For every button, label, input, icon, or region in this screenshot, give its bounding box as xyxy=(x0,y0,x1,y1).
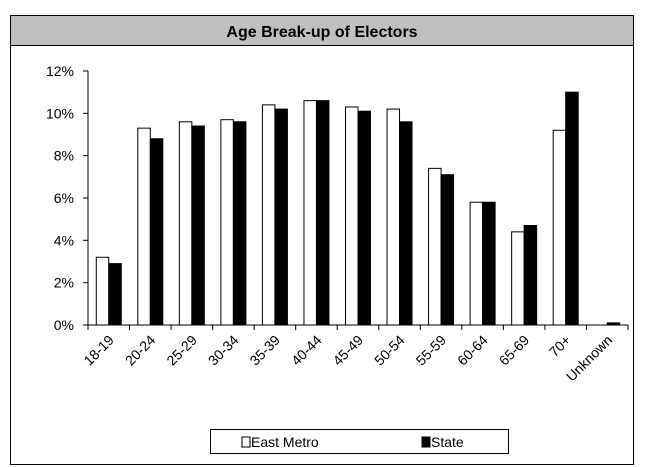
title-bar xyxy=(10,15,634,46)
bar-east-metro xyxy=(303,100,317,326)
chart-title: Age Break-up of Electors xyxy=(226,24,417,41)
bar-state xyxy=(565,91,579,326)
bar-east-metro xyxy=(95,256,110,326)
y-tick-label: 6% xyxy=(54,190,74,206)
legend: East Metro State xyxy=(210,429,509,454)
bar-state xyxy=(149,138,164,326)
bar-east-metro xyxy=(345,106,359,326)
bar-east-metro xyxy=(428,167,442,326)
bar-state xyxy=(440,174,455,326)
bar-east-metro xyxy=(552,129,567,326)
bar-state xyxy=(523,225,538,326)
bar-state xyxy=(191,125,205,326)
legend-label-east-metro: East Metro xyxy=(251,434,319,450)
legend-swatch-state xyxy=(421,436,431,448)
legend-swatch-east-metro xyxy=(241,436,251,448)
bar-east-metro xyxy=(178,121,193,326)
chart-frame: Age Break-up of Electors 0% 2% 4% 6% 8% 10% 12… xyxy=(10,15,634,465)
bar-state xyxy=(315,100,330,326)
bar-east-metro xyxy=(386,108,401,326)
y-tick-label: 12% xyxy=(46,63,74,79)
bar-state xyxy=(357,110,371,326)
bars xyxy=(95,91,621,326)
y-tick-label: 2% xyxy=(54,275,74,291)
y-tick-label: 4% xyxy=(54,232,74,248)
bar-east-metro xyxy=(469,201,484,326)
y-tick-label: 0% xyxy=(54,317,74,333)
y-axis: 0% 2% 4% 6% 8% 10% 12% xyxy=(46,63,89,333)
bar-state xyxy=(274,108,288,326)
bar-state xyxy=(606,322,621,326)
legend-label-state: State xyxy=(431,434,464,450)
bar-state xyxy=(232,121,247,326)
bar-east-metro xyxy=(261,104,276,326)
y-tick-label: 10% xyxy=(46,105,74,121)
chart-svg: Age Break-up of Electors 0% 2% 4% 6% 8% 10% 12… xyxy=(10,15,634,465)
bar-state xyxy=(108,263,122,326)
bar-east-metro xyxy=(137,127,151,326)
bar-state xyxy=(399,121,413,326)
legend-box xyxy=(210,429,509,454)
y-tick-label: 8% xyxy=(54,148,74,164)
bar-state xyxy=(482,201,496,326)
bar-east-metro xyxy=(220,119,234,326)
bar-east-metro xyxy=(511,231,525,326)
